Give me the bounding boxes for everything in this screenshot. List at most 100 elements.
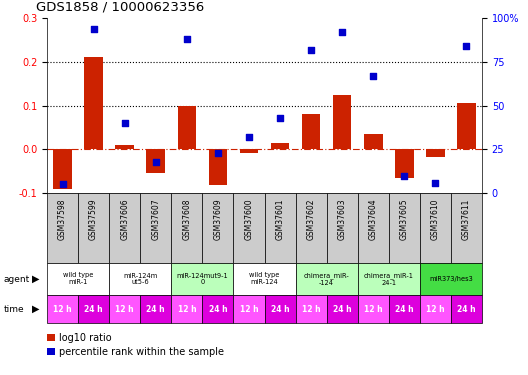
Point (183, 36, 191, 42)
Text: miR-124m
ut5-6: miR-124m ut5-6 (123, 273, 157, 285)
Bar (140, 193, 171, 263)
Text: 12 h: 12 h (177, 304, 196, 313)
Bar (389, 193, 420, 263)
Text: 24 h: 24 h (457, 304, 476, 313)
Text: 12 h: 12 h (364, 304, 383, 313)
Bar (177, 105, 196, 149)
Bar (233, 263, 296, 295)
Text: ▶: ▶ (32, 304, 39, 314)
Point (276, 115, 284, 121)
Point (58, 181, 67, 187)
Text: GSM37609: GSM37609 (213, 199, 222, 240)
Point (338, 29, 346, 35)
Text: 12 h: 12 h (426, 304, 445, 313)
Bar (78, 295, 109, 323)
Bar (240, 149, 258, 153)
Bar (357, 193, 389, 263)
Bar (109, 193, 140, 263)
Text: 24 h: 24 h (333, 304, 352, 313)
Text: chimera_miR-
-124: chimera_miR- -124 (304, 272, 350, 286)
Point (462, 43, 470, 49)
Bar (202, 295, 233, 323)
Bar (296, 295, 327, 323)
Bar (420, 263, 482, 295)
Bar (265, 193, 296, 263)
Point (245, 134, 253, 140)
Bar (53, 149, 72, 189)
Point (307, 46, 315, 53)
Text: 12 h: 12 h (240, 304, 258, 313)
Text: time: time (4, 304, 25, 313)
Text: 24 h: 24 h (146, 304, 165, 313)
Bar (389, 295, 420, 323)
Bar (109, 295, 140, 323)
Point (120, 120, 129, 126)
Bar (327, 295, 357, 323)
Text: ▶: ▶ (32, 274, 39, 284)
Bar (171, 193, 202, 263)
Bar (78, 193, 109, 263)
Bar (296, 193, 327, 263)
Bar (327, 193, 357, 263)
Text: 24 h: 24 h (209, 304, 227, 313)
Bar (265, 295, 296, 323)
Text: miR373/hes3: miR373/hes3 (429, 276, 473, 282)
Text: GSM37603: GSM37603 (338, 199, 347, 240)
Text: GSM37610: GSM37610 (431, 199, 440, 240)
Text: percentile rank within the sample: percentile rank within the sample (59, 347, 224, 357)
Text: wild type
miR-1: wild type miR-1 (63, 273, 93, 285)
Bar (451, 295, 482, 323)
Point (214, 150, 222, 156)
Text: 24 h: 24 h (271, 304, 289, 313)
Text: 24 h: 24 h (84, 304, 103, 313)
Text: GSM37602: GSM37602 (307, 199, 316, 240)
Point (400, 172, 409, 178)
Text: wild type
miR-124: wild type miR-124 (249, 273, 280, 285)
Point (431, 180, 440, 186)
Bar (146, 149, 165, 173)
Text: GSM37600: GSM37600 (244, 199, 253, 240)
Bar (171, 263, 233, 295)
Bar (233, 295, 265, 323)
Text: GSM37607: GSM37607 (151, 199, 161, 240)
Bar (84, 57, 103, 149)
Bar (420, 193, 451, 263)
Text: GDS1858 / 10000623356: GDS1858 / 10000623356 (36, 1, 205, 14)
Bar (364, 134, 383, 149)
Bar (395, 149, 413, 178)
Bar (202, 193, 233, 263)
Text: GSM37598: GSM37598 (58, 199, 67, 240)
Bar (115, 145, 134, 149)
Bar (171, 295, 202, 323)
Text: 12 h: 12 h (302, 304, 320, 313)
Point (369, 73, 378, 79)
Bar (426, 149, 445, 157)
Text: GSM37606: GSM37606 (120, 199, 129, 240)
Bar (333, 94, 352, 149)
Text: GSM37601: GSM37601 (276, 199, 285, 240)
Text: GSM37611: GSM37611 (462, 199, 471, 240)
Bar (296, 263, 357, 295)
Bar (140, 295, 171, 323)
Text: GSM37604: GSM37604 (369, 199, 378, 240)
Text: chimera_miR-1
24-1: chimera_miR-1 24-1 (364, 272, 414, 286)
Text: GSM37599: GSM37599 (89, 199, 98, 240)
Bar (420, 295, 451, 323)
Bar (302, 114, 320, 149)
Bar (457, 104, 476, 149)
Text: log10 ratio: log10 ratio (59, 333, 111, 343)
Text: GSM37608: GSM37608 (182, 199, 191, 240)
Text: 24 h: 24 h (395, 304, 413, 313)
Point (89, 26, 98, 32)
Bar (357, 295, 389, 323)
Text: agent: agent (4, 274, 30, 284)
Bar (109, 263, 171, 295)
Bar (451, 193, 482, 263)
Text: 12 h: 12 h (115, 304, 134, 313)
Bar (209, 149, 227, 185)
Bar (47, 295, 78, 323)
Bar (47, 263, 109, 295)
Bar (357, 263, 420, 295)
Text: miR-124mut9-1
0: miR-124mut9-1 0 (176, 273, 228, 285)
Bar (47, 193, 78, 263)
